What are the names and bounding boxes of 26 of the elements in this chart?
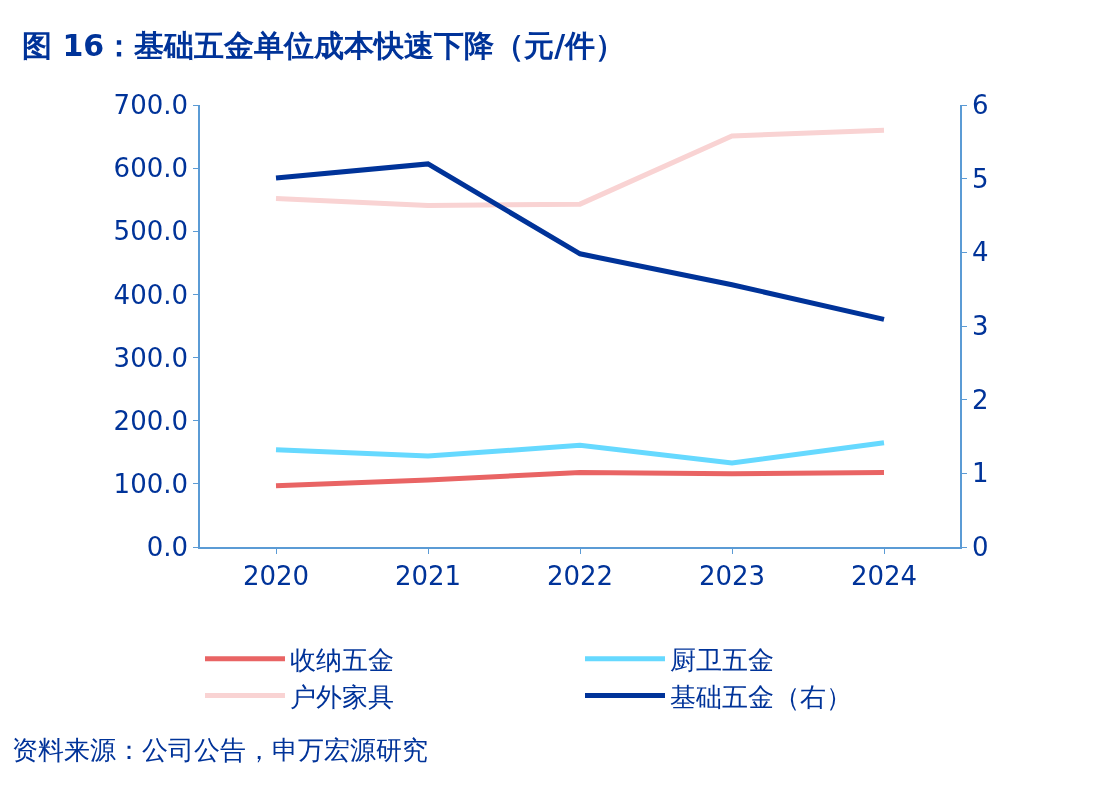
y2-tick-label: 5 <box>971 163 989 194</box>
x-tick-label: 2020 <box>242 560 310 591</box>
y2-tick-label: 1 <box>971 458 989 489</box>
legend-label: 户外家具 <box>290 681 394 712</box>
x-tick-label: 2022 <box>546 560 614 591</box>
chart-title: 图 16：基础五金单位成本快速下降（元/件） <box>22 28 626 64</box>
legend-label: 厨卫五金 <box>670 644 774 675</box>
x-tick-label: 2023 <box>698 560 766 591</box>
y2-tick-label: 0 <box>971 532 989 563</box>
y-tick-label: 100.0 <box>113 468 189 499</box>
legend-label: 基础五金（右） <box>670 681 852 712</box>
y2-tick-label: 3 <box>971 311 989 342</box>
y2-tick-label: 6 <box>971 90 989 121</box>
legend-label: 收纳五金 <box>290 644 394 675</box>
y2-tick-label: 2 <box>971 384 989 415</box>
y-tick-label: 300.0 <box>113 342 189 373</box>
text: 资料来源：公司公告，申万宏源研究 <box>12 735 428 765</box>
y-tick-label: 700.0 <box>113 90 189 121</box>
x-tick-label: 2021 <box>394 560 462 591</box>
y-tick-label: 500.0 <box>113 216 189 247</box>
y-tick-label: 200.0 <box>113 405 189 436</box>
y-tick-label: 0.0 <box>146 532 189 563</box>
y-tick-label: 400.0 <box>113 279 189 310</box>
y2-tick-label: 4 <box>971 237 989 268</box>
x-tick-label: 2024 <box>850 560 918 591</box>
y-tick-label: 600.0 <box>113 153 189 184</box>
